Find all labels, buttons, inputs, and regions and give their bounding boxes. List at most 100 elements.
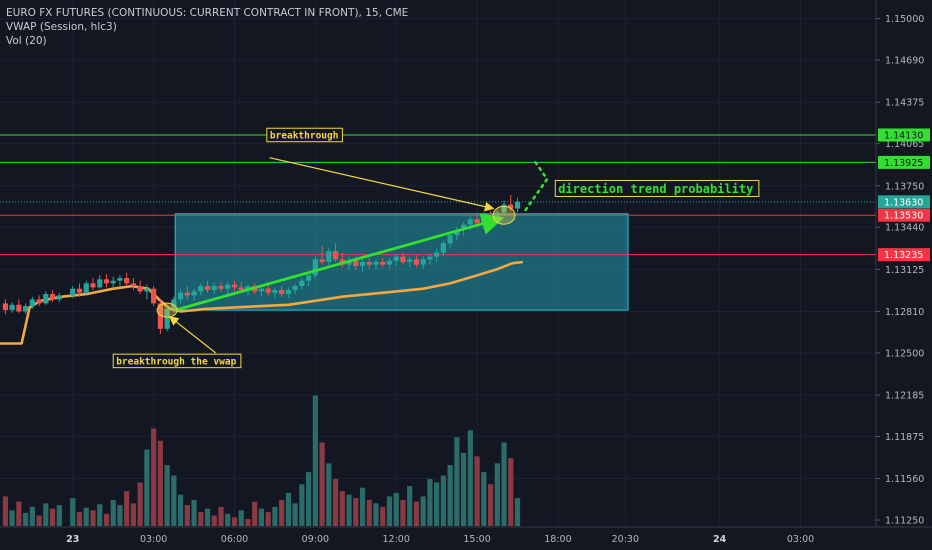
candle-body xyxy=(231,284,238,288)
candle-body xyxy=(461,224,467,230)
volume-bar xyxy=(2,496,8,526)
price-tick-label: 1.14065 xyxy=(885,139,924,150)
trend-line xyxy=(174,212,505,312)
volume-bar xyxy=(258,508,265,526)
volume-bar xyxy=(49,508,56,526)
volume-bar xyxy=(454,437,460,526)
candle-body xyxy=(29,299,35,307)
time-tick-label: 20:30 xyxy=(612,534,639,545)
volume-bar xyxy=(124,491,130,526)
volume-bar xyxy=(76,512,83,526)
volume-bar xyxy=(292,503,298,526)
candle-body xyxy=(326,251,332,262)
volume-bar xyxy=(231,517,238,526)
price-badge-label: 1.13235 xyxy=(884,250,923,261)
annotation-box xyxy=(266,127,343,143)
volume-bar xyxy=(299,484,305,526)
price-tick-label: 1.12810 xyxy=(885,307,924,318)
volume-bar xyxy=(366,499,372,526)
projection-path xyxy=(524,158,549,212)
time-tick-label: 09:00 xyxy=(302,534,329,545)
legend-symbol[interactable]: EURO FX FUTURES (CONTINUOUS: CURRENT CON… xyxy=(6,7,409,19)
price-badge xyxy=(878,128,930,142)
candle-body xyxy=(272,290,278,293)
annotation-text: breakthrough xyxy=(270,130,339,141)
price-tick-label: 1.13440 xyxy=(885,223,924,234)
time-tick-label: 06:00 xyxy=(221,534,248,545)
time-tick-label: 15:00 xyxy=(463,534,490,545)
price-tick-label: 1.14375 xyxy=(885,98,924,109)
volume-bar xyxy=(43,503,49,526)
volume-bar xyxy=(312,395,318,526)
volume-bar xyxy=(184,505,190,526)
candle-body xyxy=(97,279,103,288)
candle-body xyxy=(2,303,8,311)
candle-body xyxy=(292,286,298,291)
candle-body xyxy=(380,261,386,265)
candle-body xyxy=(319,259,325,262)
volume-bar xyxy=(90,510,96,526)
volume-bar xyxy=(164,465,170,526)
volume-bar xyxy=(447,465,453,526)
volume-bar xyxy=(487,484,494,526)
candle-body xyxy=(137,286,143,292)
candle-body xyxy=(279,290,285,295)
candle-body xyxy=(508,204,514,209)
candle-body xyxy=(393,256,399,261)
volume-bar xyxy=(440,475,446,526)
price-badge xyxy=(878,155,930,169)
time-tick-label: 03:00 xyxy=(787,534,814,545)
candle-body xyxy=(265,288,271,293)
price-tick-label: 1.11250 xyxy=(885,516,924,527)
volume-bar xyxy=(171,475,177,526)
legend-vwap[interactable]: VWAP (Session, hlc3) xyxy=(6,21,117,33)
candle-body xyxy=(144,288,150,292)
volume-bar xyxy=(353,498,359,526)
candle-body xyxy=(171,299,177,309)
price-badge xyxy=(878,208,930,222)
volume-bar xyxy=(117,505,123,526)
price-badge xyxy=(878,195,930,209)
volume-bar xyxy=(319,442,325,526)
volume-bar xyxy=(177,494,184,526)
candle-body xyxy=(400,256,406,262)
volume-bar xyxy=(36,515,42,526)
legend-vol[interactable]: Vol (20) xyxy=(6,35,47,47)
candle-body xyxy=(285,290,292,295)
volume-bar xyxy=(373,503,379,526)
candle-body xyxy=(76,288,83,293)
candle-body xyxy=(447,235,453,244)
volume-bar xyxy=(103,513,110,526)
chart-legend: EURO FX FUTURES (CONTINUOUS: CURRENT CON… xyxy=(6,6,408,48)
time-tick-label: 23 xyxy=(66,534,79,545)
volume-bar xyxy=(474,456,480,526)
volume-bar xyxy=(29,506,35,526)
candle-body xyxy=(386,260,393,265)
candle-body xyxy=(83,283,89,293)
time-tick-label: 24 xyxy=(713,534,727,545)
candle-body xyxy=(177,292,184,300)
volume-bar xyxy=(191,499,197,526)
price-axis-panel xyxy=(876,0,932,550)
trend-drawings[interactable]: breakthrough breakthrough the vwap directi… xyxy=(112,127,760,369)
candle-body xyxy=(16,304,22,312)
volume-bar xyxy=(130,503,137,526)
volume-bars xyxy=(2,395,521,526)
volume-bar xyxy=(434,482,440,526)
candle-body xyxy=(359,261,366,266)
candle-body xyxy=(501,204,507,213)
candle-body xyxy=(454,229,460,236)
candle-body xyxy=(70,288,76,296)
volume-bar xyxy=(332,479,339,526)
candle-body xyxy=(117,278,123,281)
candle-body xyxy=(434,252,440,257)
volume-bar xyxy=(508,458,514,526)
annotation-text: direction trend probability xyxy=(558,182,753,196)
pointer-arrow xyxy=(269,157,495,212)
candle-body xyxy=(407,259,413,262)
volume-bar xyxy=(494,463,500,526)
candle-body xyxy=(198,286,204,292)
volume-bar xyxy=(218,506,224,526)
